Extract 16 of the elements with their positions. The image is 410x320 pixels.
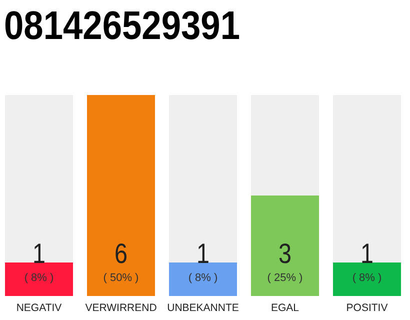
x-tick-label: EGAL [270,302,300,314]
x-tick-label: UNBEKANNTE [167,302,239,314]
data-label: 3 [278,238,294,269]
x-tick-label: VERWIRREND [85,302,158,314]
annotation: ( 8% ) [352,272,382,284]
annotation: ( 8% ) [24,272,54,284]
data-label: 1 [32,238,48,269]
x-tick-label: NEGATIV [16,302,62,314]
x-tick-label: POSITIV [346,302,388,314]
annotation: ( 50% ) [103,272,139,284]
data-label: 1 [360,238,376,269]
chart-title: 081426529391 [4,4,271,48]
annotation: ( 8% ) [188,272,218,284]
data-label: 6 [114,238,130,269]
annotation: ( 25% ) [267,272,303,284]
data-label: 1 [196,238,212,269]
